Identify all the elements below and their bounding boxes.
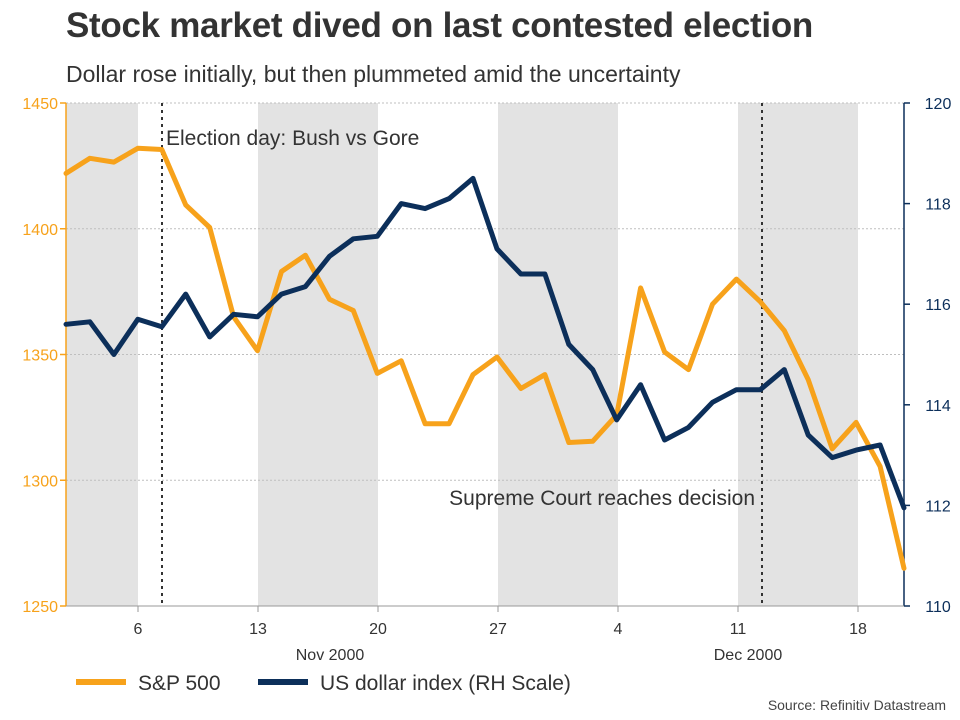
legend-label: US dollar index (RH Scale) <box>320 672 571 695</box>
x-axis-month-label: Nov 2000 <box>296 647 365 664</box>
x-axis-tick-label: 4 <box>614 621 623 638</box>
x-axis-tick-label: 27 <box>489 621 507 638</box>
series-usd-line <box>63 175 907 511</box>
x-axis-tick-label: 20 <box>369 621 387 638</box>
series-sp500-line <box>63 145 907 571</box>
annotation-label: Supreme Court reaches decision <box>449 487 755 510</box>
legend-label: S&P 500 <box>138 672 221 695</box>
x-axis-tick-label: 18 <box>849 621 867 638</box>
chart-subtitle: Dollar rose initially, but then plummete… <box>66 61 681 87</box>
x-axis-tick-label: 13 <box>249 621 267 638</box>
annotation-label: Election day: Bush vs Gore <box>166 127 419 150</box>
x-axis-tick-label: 11 <box>730 621 747 638</box>
right-axis-tick-label: 112 <box>925 498 951 515</box>
source-note: Source: Refinitiv Datastream <box>767 697 946 713</box>
x-axis-tick-label: 6 <box>134 621 143 638</box>
right-axis-tick-label: 114 <box>925 398 951 415</box>
left-axis-tick-label: 1300 <box>22 473 58 490</box>
chart-title: Stock market dived on last contested ele… <box>66 6 813 45</box>
right-axis-tick-label: 118 <box>925 197 951 214</box>
left-axis-tick-label: 1250 <box>22 599 58 616</box>
left-axis-tick-label: 1400 <box>22 222 58 239</box>
left-axis-tick-label: 1450 <box>22 96 58 113</box>
right-axis-tick-label: 116 <box>925 297 951 314</box>
right-axis-tick-label: 110 <box>925 599 951 616</box>
left-axis-tick-label: 1350 <box>22 348 58 365</box>
right-axis-tick-label: 120 <box>925 96 952 113</box>
x-axis-month-label: Dec 2000 <box>714 647 783 664</box>
